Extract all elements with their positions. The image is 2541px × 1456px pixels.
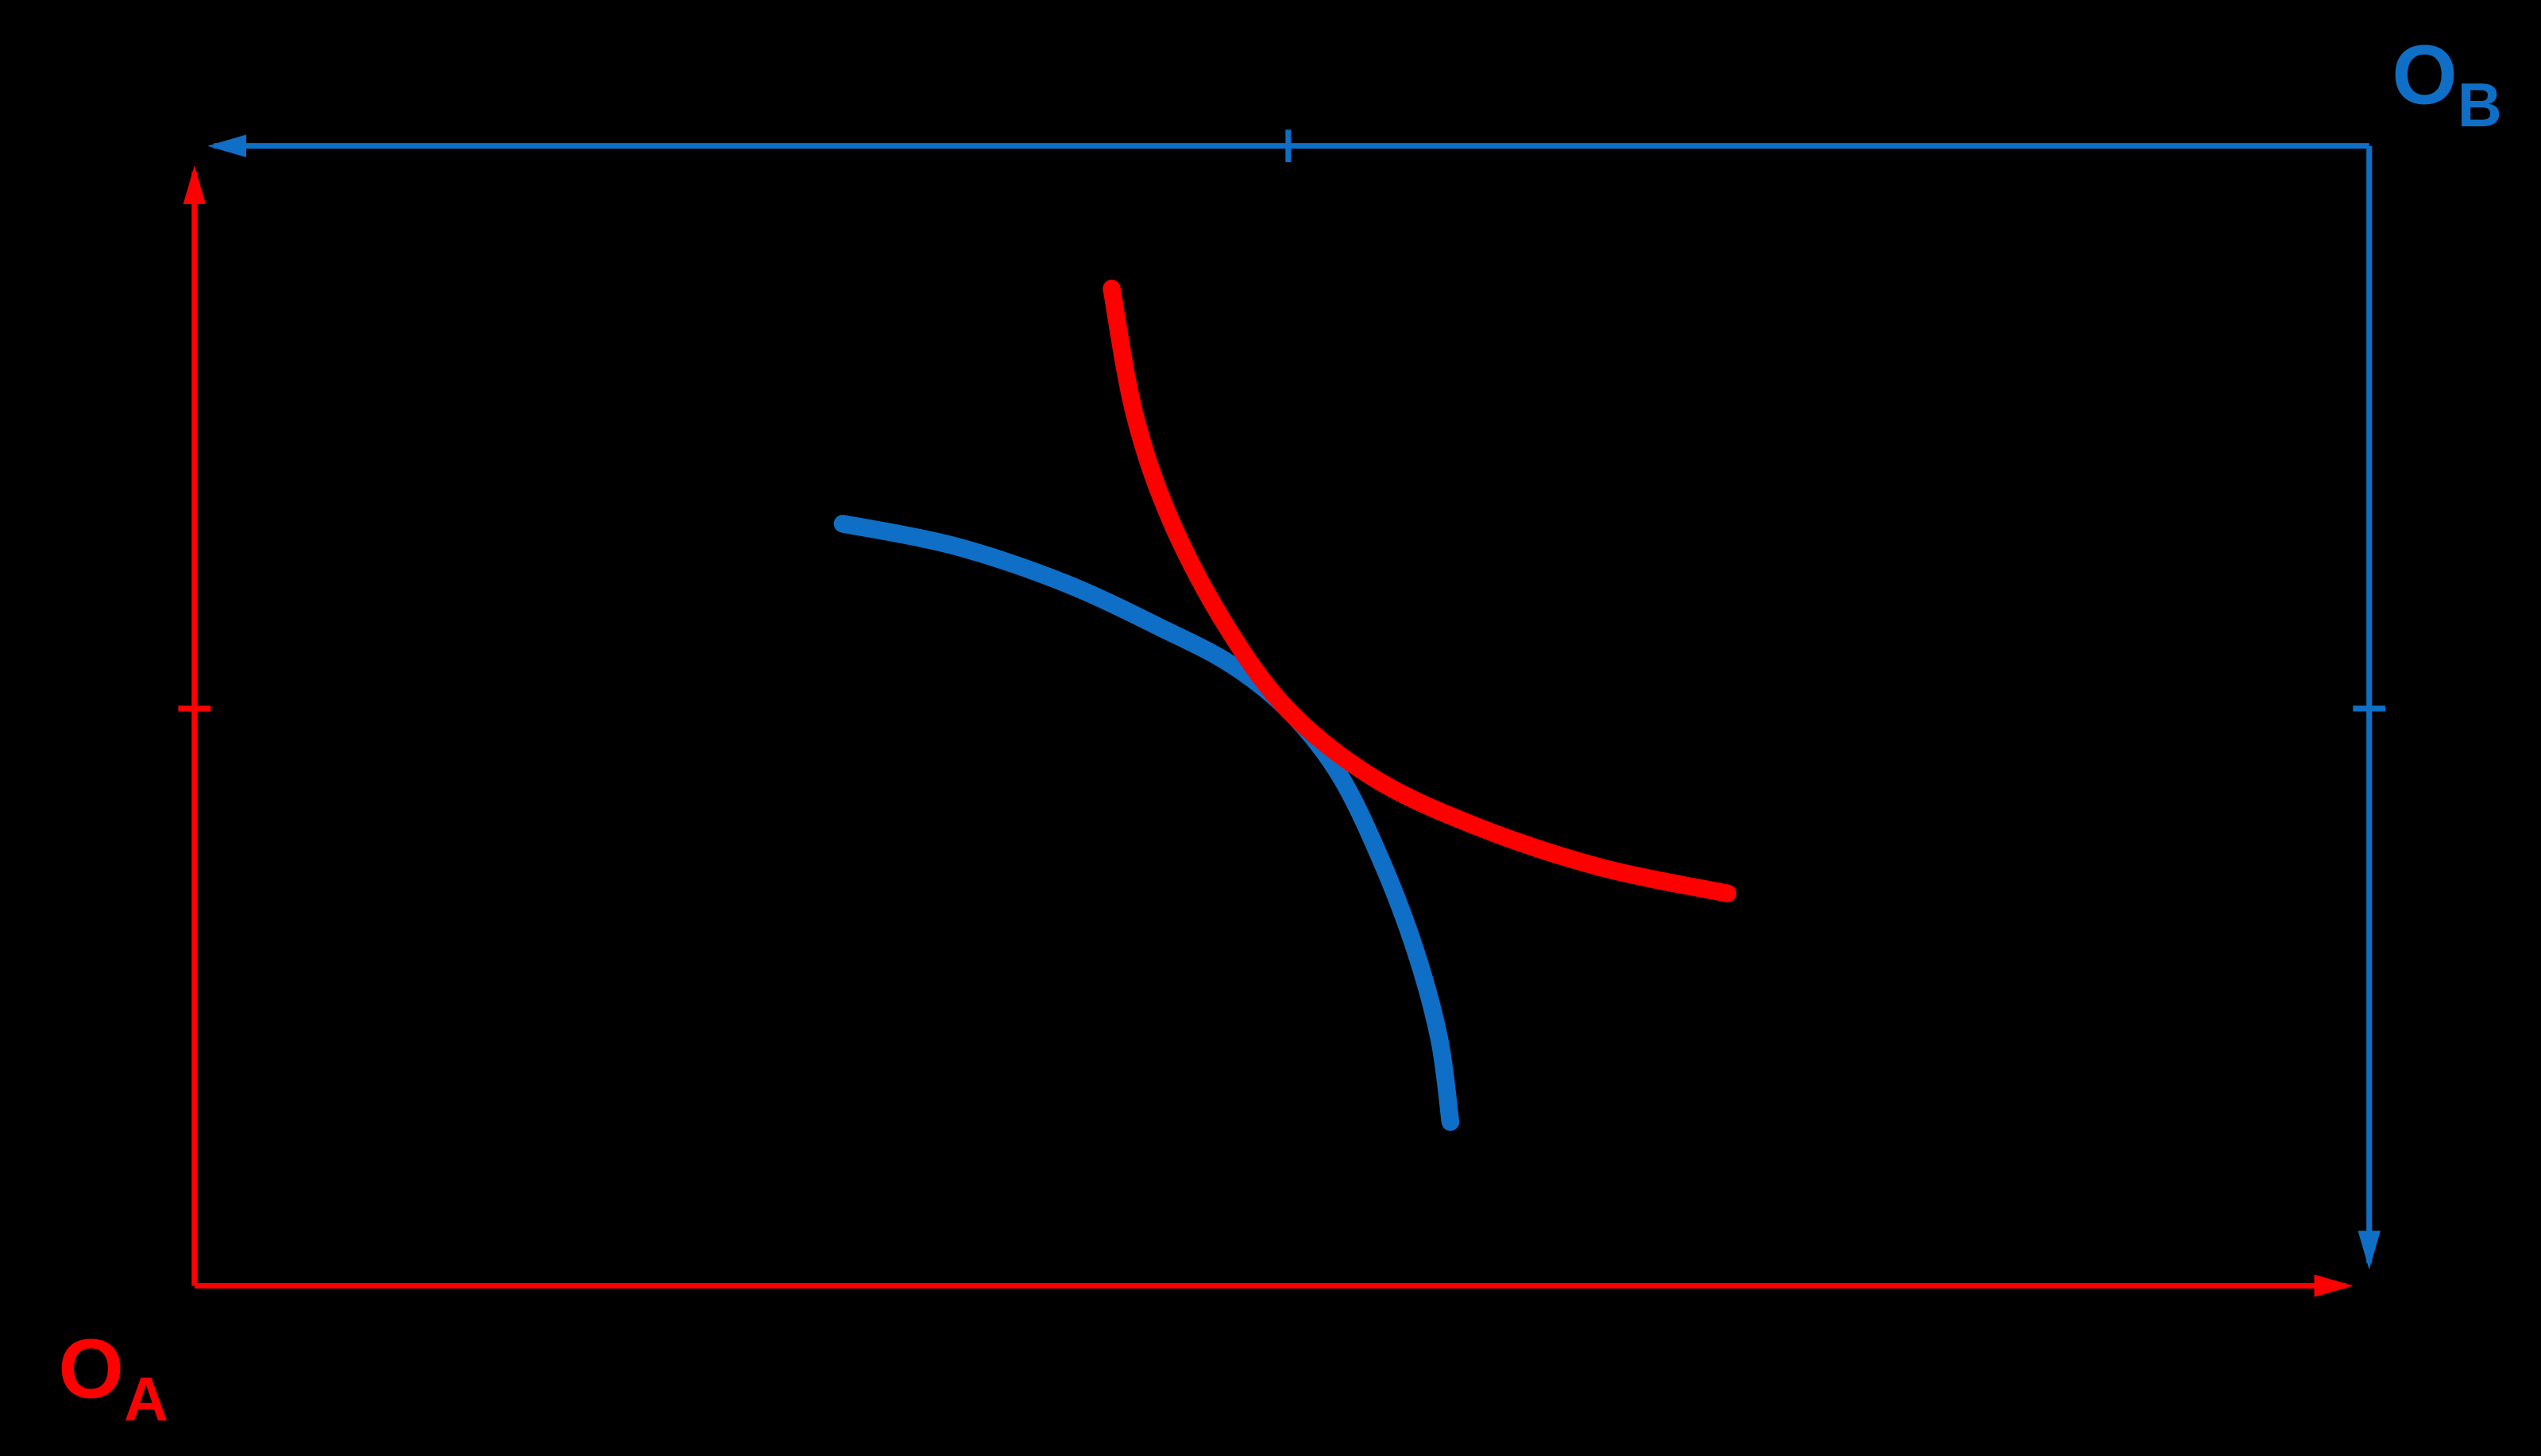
indifference-curve-b bbox=[833, 515, 1460, 1131]
origin-label-a-subscript: A bbox=[124, 1365, 168, 1434]
axes-agent-a bbox=[183, 165, 2354, 1297]
origin-label-a: OA bbox=[58, 1322, 168, 1434]
origin-label-a-main: O bbox=[58, 1322, 124, 1415]
indifference-curve-a bbox=[1103, 280, 1737, 902]
origin-label-b-subscript: B bbox=[2458, 71, 2502, 140]
origin-label-b: OB bbox=[2392, 29, 2502, 141]
origin-label-b-main: O bbox=[2392, 29, 2458, 122]
axes-agent-b bbox=[207, 134, 2381, 1270]
axis-ticks bbox=[178, 129, 2386, 712]
